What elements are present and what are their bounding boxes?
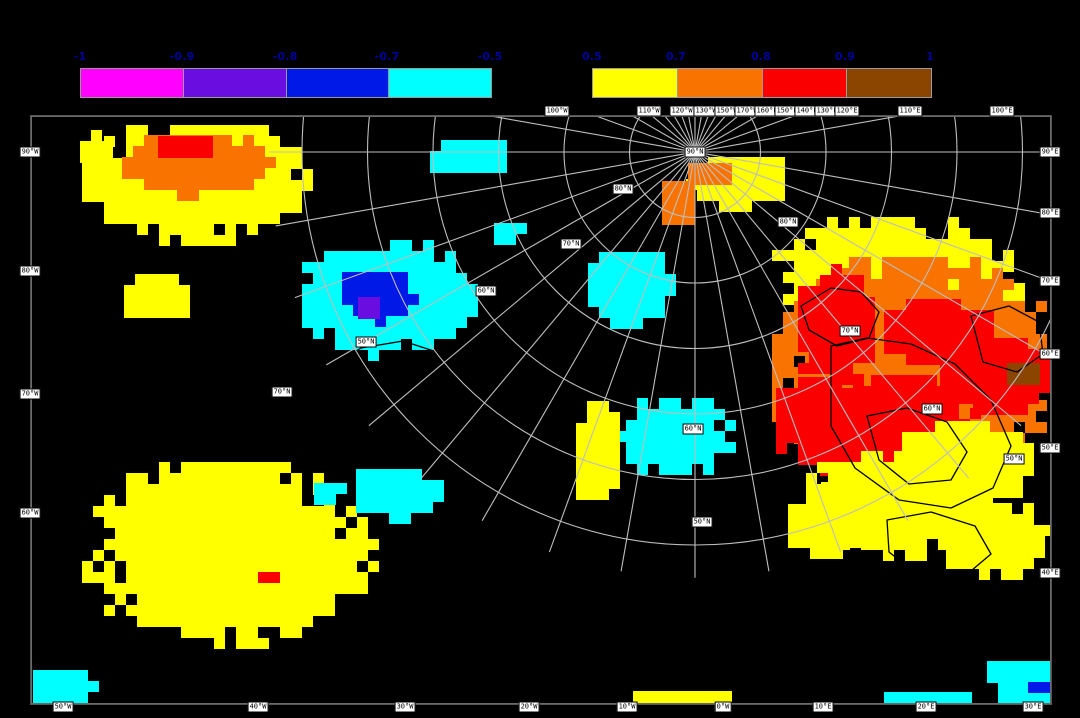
graticule-label: 70°N [271, 386, 293, 398]
colorbar-segment [846, 69, 931, 97]
graticule-label: 80°N [777, 216, 799, 228]
longitude-label-top: 100°W [544, 105, 570, 117]
colorbar-tick-label: -0.8 [272, 50, 298, 63]
longitude-label-left: 90°W [19, 146, 41, 158]
longitude-label-bottom: 30°E [1022, 701, 1044, 713]
graticule-label: 90°N [684, 146, 706, 158]
longitude-label-right: 40°E [1039, 567, 1061, 579]
colorbar-segment [761, 69, 847, 97]
colorbar-segment [182, 69, 286, 97]
positive-colorbar [592, 68, 932, 98]
longitude-label-right: 90°E [1039, 146, 1061, 158]
graticule-label: 50°N [355, 336, 377, 348]
longitude-label-right: 70°E [1039, 275, 1061, 287]
colorbar-tick-label: 0.8 [750, 50, 772, 63]
longitude-label-bottom: 10°E [812, 701, 834, 713]
longitude-label-top: 110°W [636, 105, 662, 117]
longitude-label-left: 80°W [19, 265, 41, 277]
longitude-label-bottom: 20°E [915, 701, 937, 713]
graticule-label: 60°N [921, 403, 943, 415]
longitude-label-bottom: 30°W [394, 701, 416, 713]
longitude-label-right: 60°E [1039, 348, 1061, 360]
longitude-label-top: 120°W [669, 105, 695, 117]
graticule-label: 50°N [1003, 453, 1025, 465]
polar-map: 90°N 80°N 80°N 70°N 70°N 70°N 60°N 60°N 60°N 50°N… [30, 115, 1052, 705]
colorbar-tick-label: -0.7 [374, 50, 400, 63]
longitude-label-right: 80°E [1039, 207, 1061, 219]
colorbar-segment [676, 69, 762, 97]
longitude-label-bottom: 40°W [247, 701, 269, 713]
colorbar-segment [81, 69, 183, 97]
graticule-label: 60°N [682, 423, 704, 435]
negative-colorbar [80, 68, 492, 98]
graticule-label: 70°N [560, 238, 582, 250]
longitude-label-top: 110°E [897, 105, 923, 117]
longitude-label-bottom: 50°W [52, 701, 74, 713]
colorbar-tick-label: 0.9 [834, 50, 856, 63]
longitude-label-bottom: 20°W [518, 701, 540, 713]
graticule-label: 50°N [691, 516, 713, 528]
longitude-label-bottom: 0°W [714, 701, 732, 713]
colorbar-segment [593, 69, 677, 97]
longitude-label-bottom: 10°W [616, 701, 638, 713]
longitude-label-left: 70°W [19, 388, 41, 400]
longitude-label-top: 120°E [834, 105, 860, 117]
colorbar-tick-label: -1 [73, 50, 87, 63]
map-graphics [31, 116, 1051, 704]
graticule-label: 80°N [612, 183, 634, 195]
longitude-label-left: 60°W [19, 507, 41, 519]
graticule-label: 70°N [839, 325, 861, 337]
colorbar-segment [285, 69, 389, 97]
colorbar-segment [388, 69, 491, 97]
longitude-label-top: 100°E [989, 105, 1015, 117]
colorbar-tick-label: -0.5 [477, 50, 503, 63]
colorbar-tick-label: 0.5 [581, 50, 603, 63]
longitude-label-right: 50°E [1039, 442, 1061, 454]
graticule-label: 60°N [475, 285, 497, 297]
colorbar-tick-label: 1 [926, 50, 934, 63]
colorbar-tick-label: -0.9 [169, 50, 195, 63]
colorbar-tick-label: 0.7 [665, 50, 687, 63]
